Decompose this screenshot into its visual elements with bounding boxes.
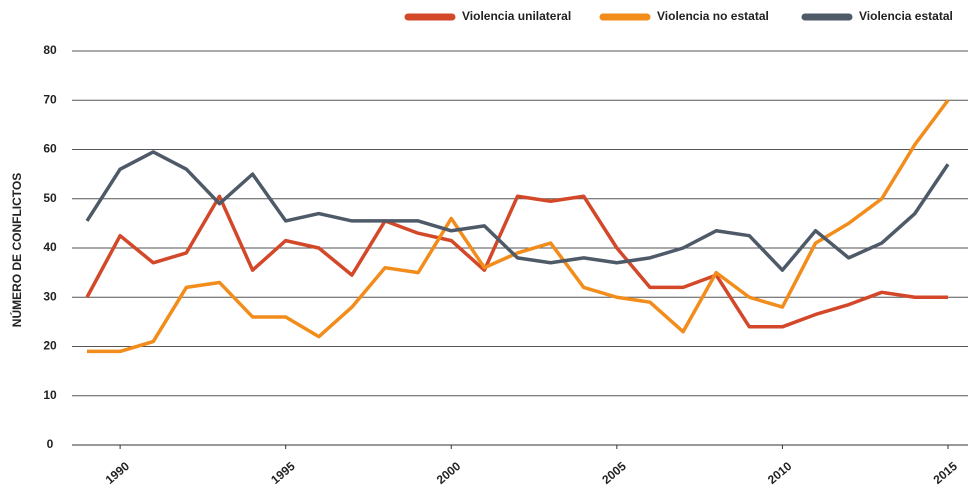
legend-label: Violencia no estatal xyxy=(657,9,769,23)
series-line xyxy=(87,99,950,354)
x-tick-label: 2010 xyxy=(765,459,795,487)
legend-label: Violencia estatal xyxy=(859,9,953,23)
x-tick-label: 2005 xyxy=(599,459,629,487)
y-tick-label: 30 xyxy=(43,289,57,303)
series-line xyxy=(85,194,948,329)
x-tick-label: 1995 xyxy=(268,459,298,487)
series-line xyxy=(85,150,950,272)
x-tick-label: 2000 xyxy=(434,459,464,487)
y-tick-label: 0 xyxy=(47,437,54,451)
y-tick-label: 70 xyxy=(43,92,57,106)
x-tick-label: 1990 xyxy=(103,459,133,487)
y-tick-label: 20 xyxy=(43,339,57,353)
y-tick-label: 10 xyxy=(43,388,57,402)
legend-label: Violencia unilateral xyxy=(462,9,571,23)
y-tick-label: 80 xyxy=(43,43,57,57)
x-tick-label: 2015 xyxy=(931,459,961,487)
y-tick-label: 60 xyxy=(43,142,57,156)
y-tick-label: 40 xyxy=(43,240,57,254)
y-tick-label: 50 xyxy=(43,191,57,205)
y-axis-label: NÚMERO DE CONFLICTOS xyxy=(9,173,24,327)
